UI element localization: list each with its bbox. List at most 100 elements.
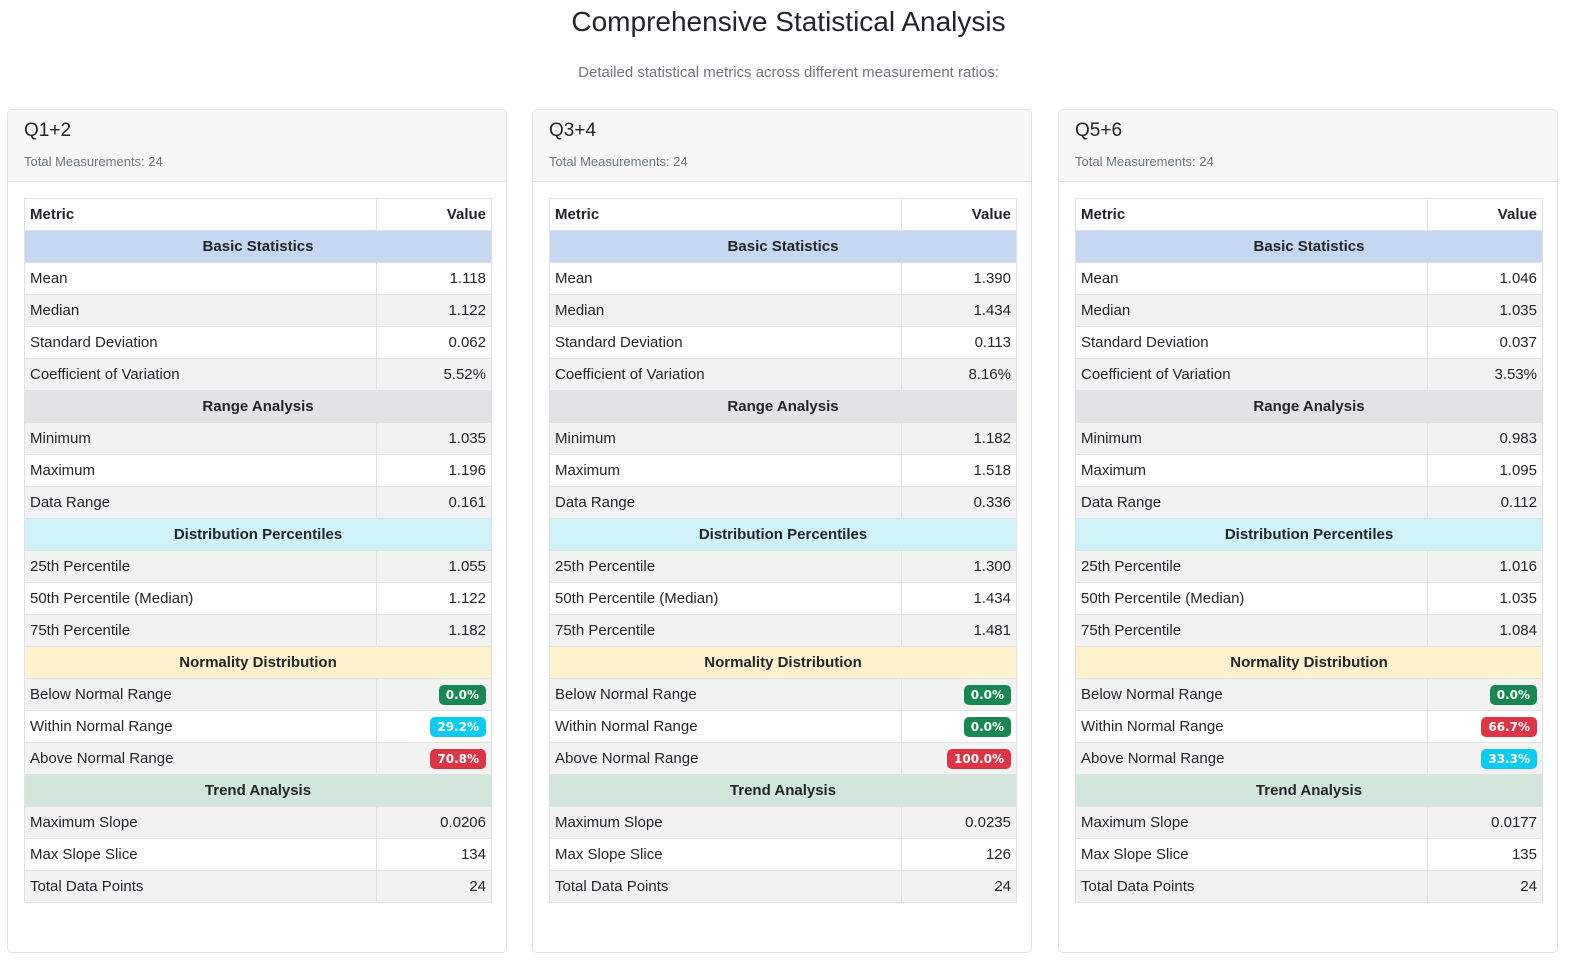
table-row-maximum-slope: Maximum Slope 0.0235 (549, 806, 1017, 839)
metric-label: Minimum (549, 422, 902, 455)
metric-value: 29.2% (376, 710, 492, 743)
table-row-total-data-points: Total Data Points 24 (549, 870, 1017, 903)
metric-label: Minimum (1075, 422, 1428, 455)
stats-card-2: Q3+4 Total Measurements: 24 Metric Value… (532, 109, 1032, 953)
metric-value: 70.8% (376, 742, 492, 775)
percentage-badge: 33.3% (1481, 748, 1537, 769)
metric-value: 24 (376, 870, 492, 903)
card-title: Q3+4 (549, 120, 597, 141)
section-title: Normality Distribution (549, 646, 1017, 679)
metric-label: 50th Percentile (Median) (549, 582, 902, 615)
metric-label: Below Normal Range (24, 678, 377, 711)
metric-label: Total Data Points (24, 870, 377, 903)
table-row-50th-percentile: 50th Percentile (Median) 1.434 (549, 582, 1017, 615)
card-measurement-count: Total Measurements: 24 (549, 154, 688, 169)
metric-label: Maximum (1075, 454, 1428, 487)
percentage-badge: 0.0% (963, 716, 1011, 737)
section-trend-analysis: Trend Analysis (549, 774, 1017, 807)
metric-value: 0.0235 (901, 806, 1017, 839)
table-row-standard-deviation: Standard Deviation 0.113 (549, 326, 1017, 359)
table-header-row: Metric Value (24, 198, 492, 231)
table-row-25th-percentile: 25th Percentile 1.055 (24, 550, 492, 583)
metric-label: Data Range (24, 486, 377, 519)
section-title: Trend Analysis (24, 774, 492, 807)
table-row-maximum: Maximum 1.196 (24, 454, 492, 487)
table-row-50th-percentile: 50th Percentile (Median) 1.035 (1075, 582, 1543, 615)
metric-value: 1.055 (376, 550, 492, 583)
stats-table: Metric Value Basic Statistics Mean 1.046 … (1075, 198, 1543, 903)
percentage-badge: 70.8% (430, 748, 486, 769)
section-title: Range Analysis (1075, 390, 1543, 423)
table-row-minimum: Minimum 1.035 (24, 422, 492, 455)
table-row-median: Median 1.035 (1075, 294, 1543, 327)
section-title: Normality Distribution (1075, 646, 1543, 679)
table-row-max-slope-slice: Max Slope Slice 134 (24, 838, 492, 871)
metric-label: Coefficient of Variation (549, 358, 902, 391)
table-row-minimum: Minimum 1.182 (549, 422, 1017, 455)
metric-column-header: Metric (549, 198, 902, 231)
metric-value: 1.118 (376, 262, 492, 295)
card-body: Metric Value Basic Statistics Mean 1.046 … (1059, 182, 1557, 903)
metric-label: Median (1075, 294, 1428, 327)
table-row-mean: Mean 1.046 (1075, 262, 1543, 295)
table-row-above-normal: Above Normal Range 70.8% (24, 742, 492, 775)
metric-value: 0.0% (376, 678, 492, 711)
section-title: Trend Analysis (549, 774, 1017, 807)
metric-value: 1.035 (1427, 294, 1543, 327)
card-measurement-count: Total Measurements: 24 (24, 154, 163, 169)
metric-label: Within Normal Range (24, 710, 377, 743)
section-normality-distribution: Normality Distribution (1075, 646, 1543, 679)
section-title: Distribution Percentiles (549, 518, 1017, 551)
metric-value: 1.518 (901, 454, 1017, 487)
metric-value: 0.983 (1427, 422, 1543, 455)
percentage-badge: 0.0% (963, 684, 1011, 705)
metric-label: Maximum Slope (1075, 806, 1428, 839)
metric-value: 1.390 (901, 262, 1017, 295)
table-row-within-normal: Within Normal Range 66.7% (1075, 710, 1543, 743)
section-range-analysis: Range Analysis (24, 390, 492, 423)
metric-label: Coefficient of Variation (1075, 358, 1428, 391)
metric-value: 1.122 (376, 294, 492, 327)
metric-value: 0.0% (901, 678, 1017, 711)
metric-label: Below Normal Range (549, 678, 902, 711)
card-body: Metric Value Basic Statistics Mean 1.390 … (533, 182, 1031, 903)
section-title: Basic Statistics (24, 230, 492, 263)
metric-label: Above Normal Range (24, 742, 377, 775)
table-row-data-range: Data Range 0.161 (24, 486, 492, 519)
table-row-mean: Mean 1.390 (549, 262, 1017, 295)
table-row-within-normal: Within Normal Range 29.2% (24, 710, 492, 743)
section-distribution-percentiles: Distribution Percentiles (1075, 518, 1543, 551)
metric-label: Max Slope Slice (24, 838, 377, 871)
value-column-header: Value (376, 198, 492, 231)
table-row-below-normal: Below Normal Range 0.0% (1075, 678, 1543, 711)
table-row-mean: Mean 1.118 (24, 262, 492, 295)
metric-label: Median (24, 294, 377, 327)
table-row-coefficient-of-variation: Coefficient of Variation 5.52% (24, 358, 492, 391)
table-row-median: Median 1.434 (549, 294, 1017, 327)
table-row-total-data-points: Total Data Points 24 (1075, 870, 1543, 903)
value-column-header: Value (1427, 198, 1543, 231)
metric-label: 25th Percentile (549, 550, 902, 583)
metric-value: 1.196 (376, 454, 492, 487)
table-row-coefficient-of-variation: Coefficient of Variation 8.16% (549, 358, 1017, 391)
table-row-max-slope-slice: Max Slope Slice 126 (549, 838, 1017, 871)
page-title: Comprehensive Statistical Analysis (571, 6, 1006, 37)
metric-column-header: Metric (1075, 198, 1428, 231)
metric-label: Above Normal Range (1075, 742, 1428, 775)
section-title: Basic Statistics (549, 230, 1017, 263)
metric-label: Maximum (549, 454, 902, 487)
section-title: Range Analysis (549, 390, 1017, 423)
metric-label: Standard Deviation (549, 326, 902, 359)
metric-value: 8.16% (901, 358, 1017, 391)
metric-label: 75th Percentile (24, 614, 377, 647)
metric-label: Max Slope Slice (1075, 838, 1428, 871)
metric-value: 0.161 (376, 486, 492, 519)
table-row-25th-percentile: 25th Percentile 1.300 (549, 550, 1017, 583)
table-row-minimum: Minimum 0.983 (1075, 422, 1543, 455)
card-body: Metric Value Basic Statistics Mean 1.118 … (8, 182, 506, 903)
metric-label: Standard Deviation (1075, 326, 1428, 359)
metric-label: Maximum Slope (549, 806, 902, 839)
section-trend-analysis: Trend Analysis (24, 774, 492, 807)
section-normality-distribution: Normality Distribution (549, 646, 1017, 679)
metric-value: 1.182 (901, 422, 1017, 455)
